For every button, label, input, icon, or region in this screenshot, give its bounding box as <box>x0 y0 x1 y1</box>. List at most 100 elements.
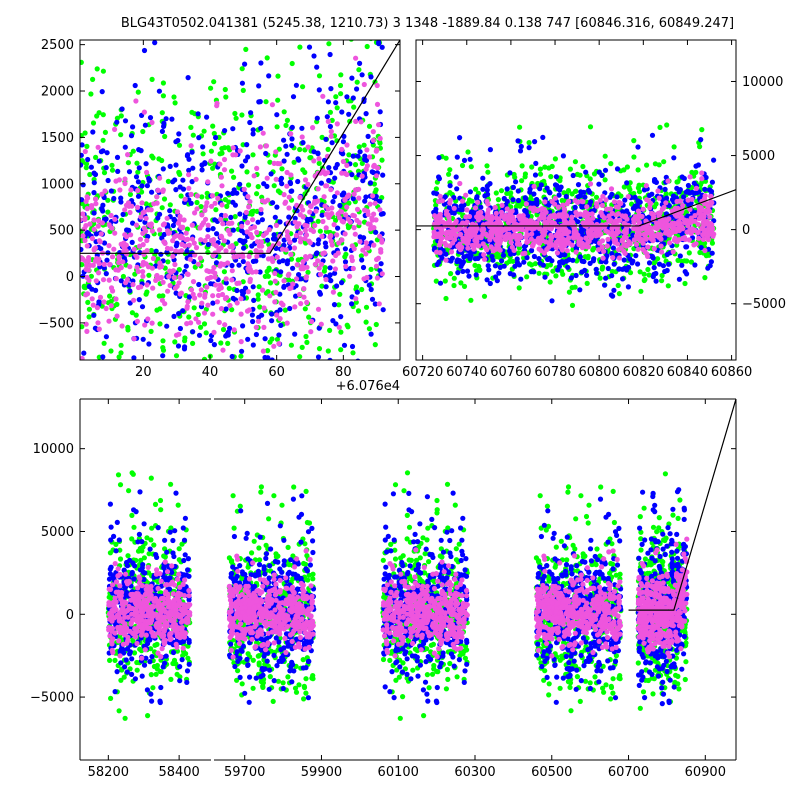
data-point <box>326 41 332 47</box>
data-point <box>240 279 246 285</box>
data-point <box>370 193 376 199</box>
data-point <box>481 293 488 299</box>
data-point <box>337 82 344 89</box>
data-point <box>344 204 350 210</box>
data-point <box>191 240 197 246</box>
data-point <box>167 268 173 274</box>
data-point <box>172 261 178 268</box>
data-point <box>378 211 384 217</box>
data-point <box>467 156 473 162</box>
data-point <box>611 199 618 205</box>
data-point <box>306 44 313 50</box>
data-point <box>80 255 84 261</box>
data-point <box>297 146 303 153</box>
data-point <box>650 211 656 218</box>
data-point <box>130 281 136 288</box>
data-point <box>369 169 375 175</box>
data-point <box>354 289 360 295</box>
data-point <box>447 200 453 206</box>
data-point <box>436 155 442 161</box>
data-point <box>94 113 100 119</box>
data-point <box>144 183 150 189</box>
data-point <box>651 246 657 252</box>
data-point <box>215 292 222 299</box>
data-point <box>500 252 507 258</box>
data-point <box>240 258 246 265</box>
data-point <box>486 267 492 273</box>
data-point <box>89 286 95 292</box>
data-point <box>621 248 627 254</box>
data-point <box>702 247 708 254</box>
data-point <box>542 219 548 225</box>
data-point <box>516 285 522 291</box>
data-point <box>295 156 301 162</box>
data-point <box>103 385 108 390</box>
data-point <box>129 239 135 245</box>
data-point <box>480 241 486 247</box>
data-point <box>87 405 92 410</box>
data-point <box>194 206 200 212</box>
data-point <box>458 263 464 269</box>
data-point <box>146 341 152 347</box>
data-point <box>292 304 298 310</box>
data-point <box>292 215 298 221</box>
data-point <box>205 302 211 308</box>
data-point <box>223 276 229 282</box>
data-point <box>258 239 264 245</box>
data-point <box>114 119 120 125</box>
data-point <box>141 109 147 115</box>
data-point <box>540 134 546 140</box>
data-point <box>118 241 124 247</box>
data-point <box>341 342 348 348</box>
data-point <box>244 229 250 235</box>
panel-zoom-points <box>80 28 386 442</box>
data-point <box>151 437 156 442</box>
data-point <box>286 214 292 220</box>
data-point <box>645 266 651 273</box>
data-point <box>687 206 693 212</box>
data-point <box>603 197 609 203</box>
y-tick-label: 1000 <box>41 177 74 192</box>
data-point <box>134 160 140 166</box>
data-point <box>314 361 319 366</box>
data-point <box>297 28 302 33</box>
data-point <box>670 249 676 255</box>
data-point <box>328 133 334 139</box>
data-point <box>223 94 229 100</box>
data-point <box>107 293 113 299</box>
data-point <box>515 197 522 204</box>
data-point <box>83 321 89 327</box>
data-point <box>239 163 245 169</box>
data-point <box>519 227 525 233</box>
data-point <box>138 148 144 154</box>
data-point <box>484 277 490 283</box>
data-point <box>297 361 302 366</box>
data-point <box>281 137 287 143</box>
data-point <box>239 112 245 118</box>
data-point <box>189 222 195 228</box>
data-point <box>186 242 192 248</box>
data-point <box>221 269 227 275</box>
data-point <box>640 206 646 212</box>
data-point <box>317 291 323 297</box>
data-point <box>297 230 304 236</box>
data-point <box>574 171 581 177</box>
data-point <box>283 143 289 149</box>
data-point <box>496 270 502 276</box>
data-point <box>350 196 356 202</box>
data-point <box>101 170 108 176</box>
data-point <box>357 60 363 66</box>
data-point <box>84 328 90 334</box>
data-point <box>307 240 313 246</box>
data-point <box>210 123 216 129</box>
data-point <box>698 182 704 188</box>
data-point <box>131 336 137 342</box>
x-tick-label: 40 <box>202 365 219 380</box>
data-point <box>136 165 142 171</box>
data-point <box>451 282 457 289</box>
data-point <box>122 144 128 150</box>
data-point <box>688 259 695 265</box>
data-point <box>464 219 470 225</box>
data-point <box>349 301 355 307</box>
data-point <box>80 217 83 223</box>
